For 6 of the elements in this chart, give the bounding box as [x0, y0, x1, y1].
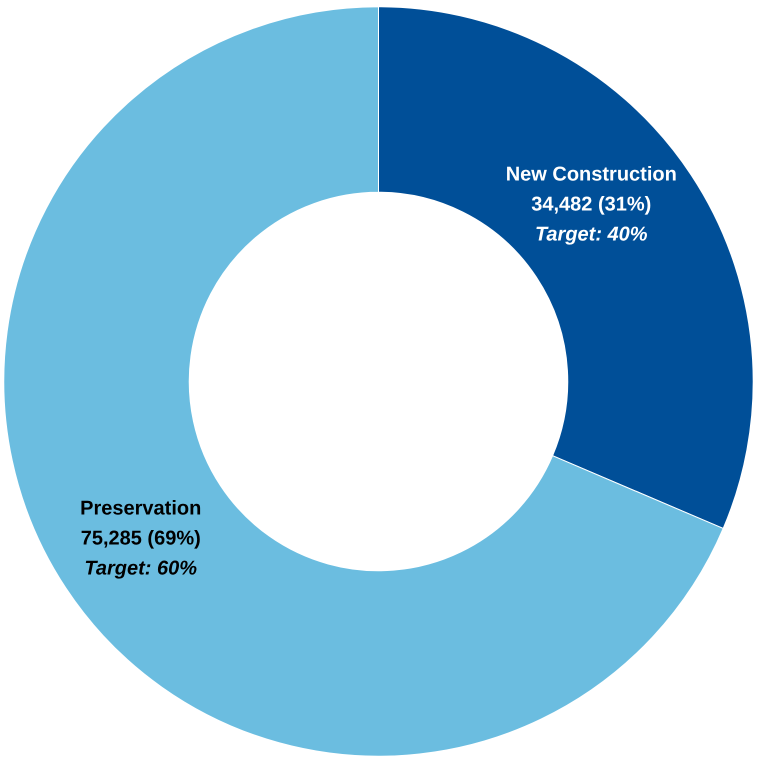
text: Target: 40%	[534, 223, 648, 246]
data-label: 34,482 (31%)	[531, 193, 652, 216]
slice-label: New Construction	[506, 163, 677, 186]
text: Target: 60%	[84, 558, 198, 580]
data-label: 75,285 (69%)	[80, 528, 201, 550]
slice-label: Preservation	[80, 498, 202, 520]
